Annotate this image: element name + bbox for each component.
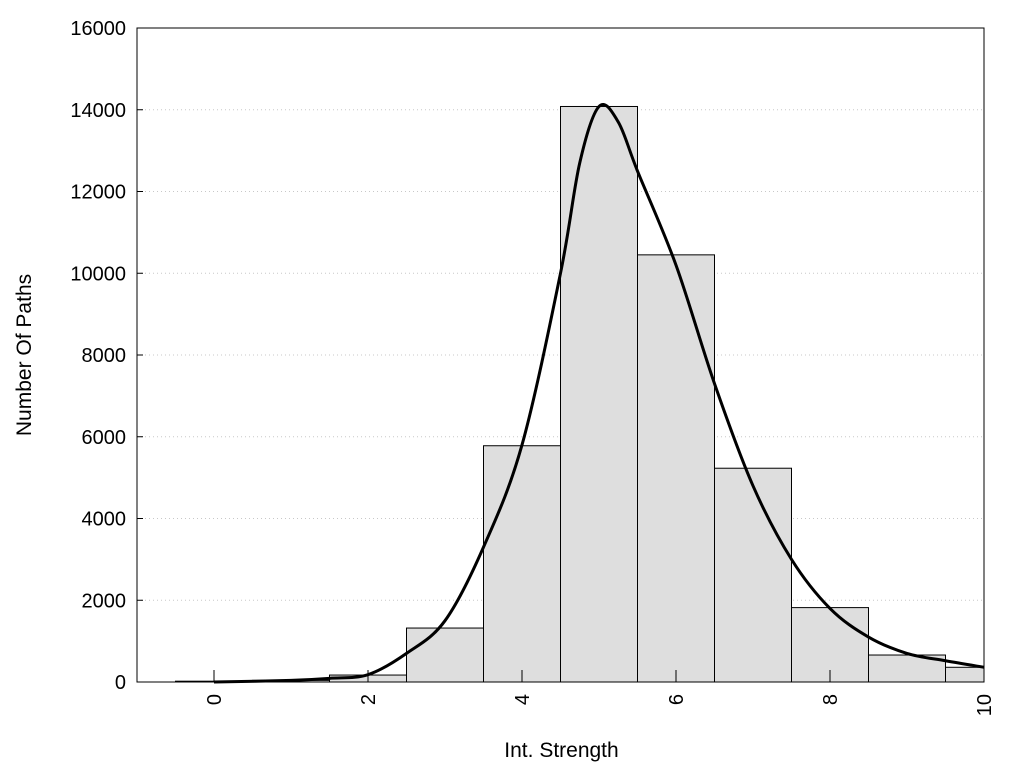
fit-curve-line <box>213 103 985 684</box>
y-tick-label: 8000 <box>82 345 127 367</box>
y-tick-label: 10000 <box>70 263 126 285</box>
fit-curve <box>213 103 985 684</box>
histogram-bar <box>483 445 561 683</box>
y-axis-ticks: 0 2000 4000 6000 8000 10000 12000 14000 16000 <box>70 18 143 694</box>
histogram-bar <box>560 105 638 683</box>
y-tick-label: 6000 <box>82 427 127 449</box>
histogram-bar <box>406 627 484 683</box>
y-tick-label: 0 <box>115 672 126 694</box>
y-axis-title: Number Of Paths <box>13 274 36 436</box>
x-tick-label: 2 <box>358 694 380 705</box>
x-tick-label: 10 <box>974 694 996 716</box>
x-tick-label: 6 <box>666 694 688 705</box>
x-axis-ticks: 0 2 4 6 8 10 <box>204 670 996 716</box>
y-tick-label: 4000 <box>82 509 127 531</box>
y-tick-label: 12000 <box>70 182 126 204</box>
y-tick-label: 2000 <box>82 590 127 612</box>
x-tick-label: 0 <box>204 694 226 705</box>
histogram-bar <box>714 467 792 683</box>
x-axis-title: Int. Strength <box>504 739 618 762</box>
histogram-bar <box>637 254 715 683</box>
histogram-bars <box>175 105 985 683</box>
histogram-bar <box>945 666 985 683</box>
x-tick-label: 8 <box>820 694 842 705</box>
histogram-bar <box>791 607 869 683</box>
y-tick-label: 14000 <box>70 100 126 122</box>
y-tick-label: 16000 <box>70 18 126 40</box>
x-tick-label: 4 <box>512 694 534 705</box>
